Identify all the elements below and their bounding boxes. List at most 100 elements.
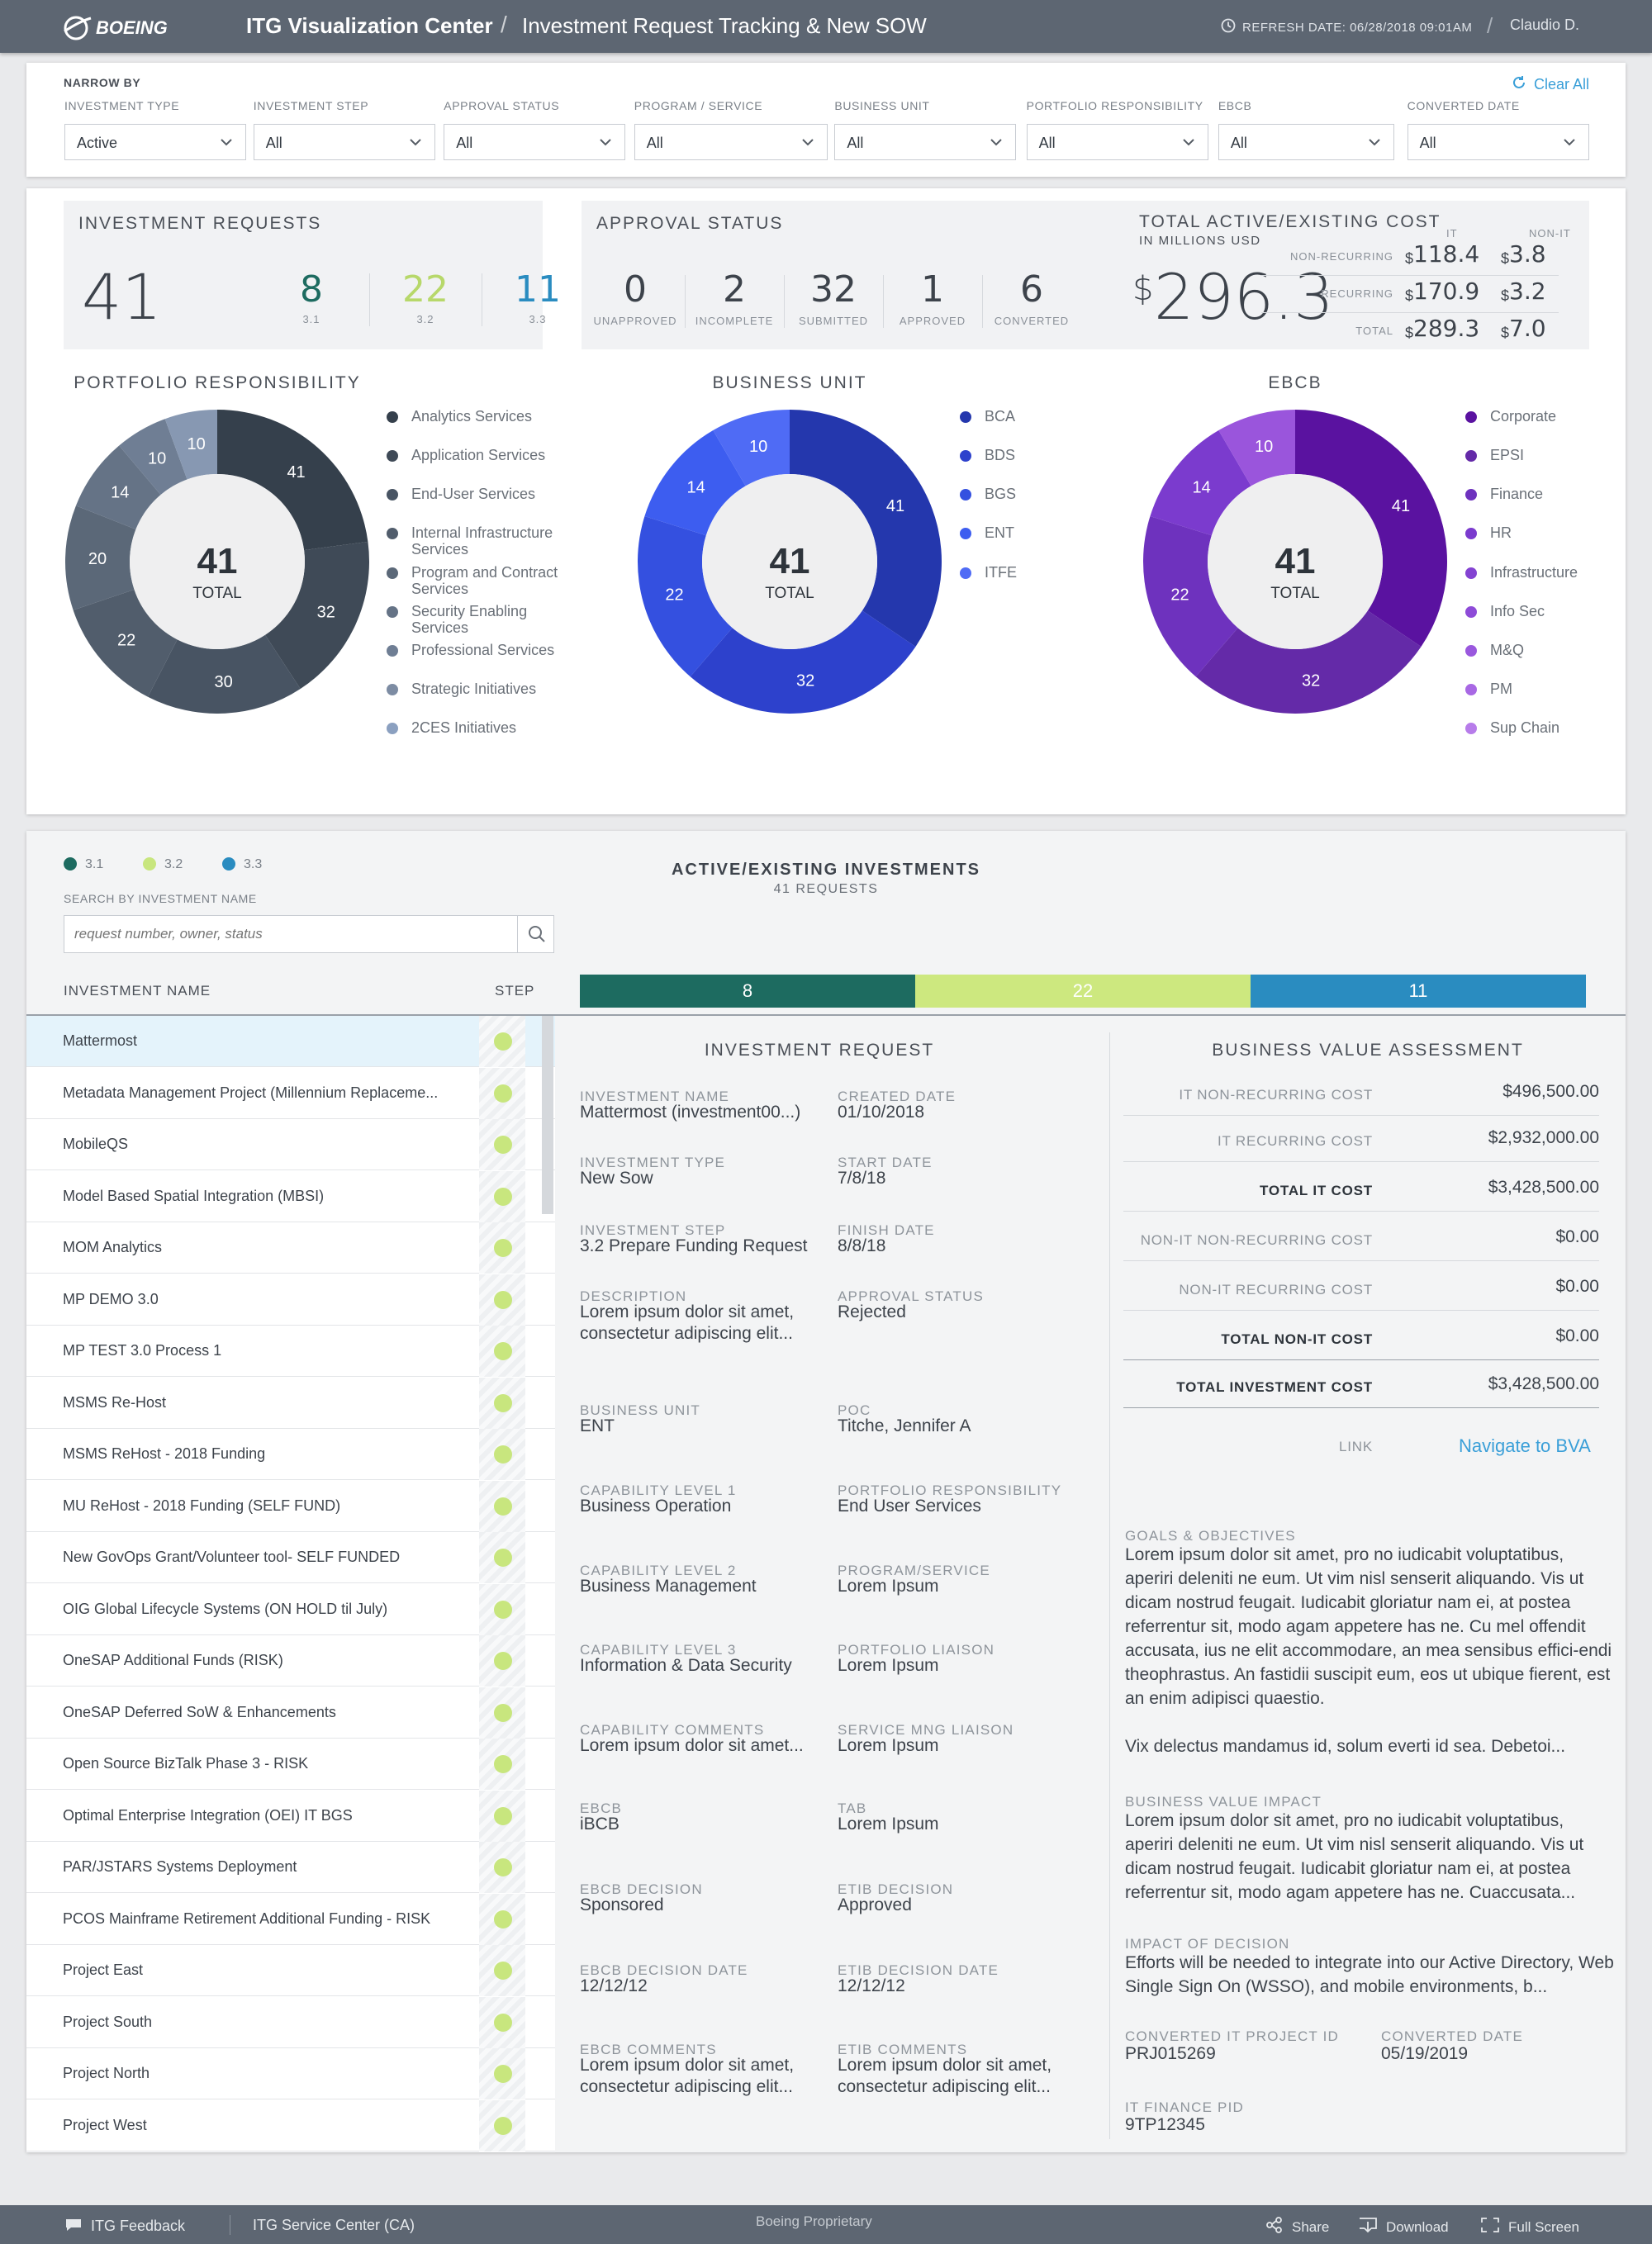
donut-slice[interactable] (790, 410, 942, 647)
table-row[interactable]: New GovOps Grant/Volunteer tool- SELF FU… (26, 1532, 555, 1583)
field-value: 8/8/18 (838, 1236, 886, 1255)
donut-svg-0: 41 32 30 22 20 14 10 10 41 TOTAL (65, 410, 369, 714)
clear-all-button[interactable]: Clear All (1511, 74, 1589, 95)
finance-pid-value: 9TP12345 (1125, 2115, 1205, 2134)
donut-chart-0[interactable]: 41 32 30 22 20 14 10 10 41 TOTAL (65, 410, 369, 714)
converted-date-value: 05/19/2019 (1381, 2044, 1469, 2063)
bva-label: TOTAL NON-IT COST (1221, 1331, 1373, 1347)
donut-slice[interactable] (1218, 410, 1295, 486)
table-row[interactable]: PAR/JSTARS Systems Deployment (26, 1842, 555, 1893)
donut-slice[interactable] (265, 541, 369, 689)
table-row[interactable]: MP TEST 3.0 Process 1 (26, 1326, 555, 1377)
full-screen-icon (1480, 2217, 1500, 2237)
bva-label: NON-IT RECURRING COST (1179, 1282, 1373, 1298)
search-input[interactable] (64, 916, 517, 952)
table-row[interactable]: OIG Global Lifecycle Systems (ON HOLD ti… (26, 1583, 555, 1635)
step-cell (479, 1326, 525, 1377)
donut-slice[interactable] (119, 419, 188, 496)
investment-requests-card[interactable]: INVESTMENT REQUESTS 41 8 3.1 22 3.2 11 3.3 (64, 201, 561, 349)
field-value: Lorem ipsum dolor sit amet, consectetur … (580, 1302, 795, 1343)
table-row[interactable]: Project West (26, 2099, 555, 2151)
filter-value-2: All (456, 135, 473, 151)
table-row[interactable]: MobileQS (26, 1119, 555, 1170)
step-bar-segment-1[interactable]: 22 (915, 975, 1251, 1008)
filter-select-6[interactable]: All (1218, 124, 1395, 160)
step-indicator (494, 1393, 512, 1412)
table-row[interactable]: Optimal Enterprise Integration (OEI) IT … (26, 1790, 555, 1842)
step-bar-segment-0[interactable]: 8 (580, 975, 915, 1008)
col-investment-name[interactable]: INVESTMENT NAME (64, 983, 211, 999)
legend-dot (387, 411, 398, 423)
filter-select-1[interactable]: All (253, 124, 435, 160)
filter-select-0[interactable]: Active (64, 124, 247, 160)
donut-slice[interactable] (644, 430, 746, 536)
filter-select-7[interactable]: All (1407, 124, 1589, 160)
donut-slice[interactable] (1143, 515, 1238, 677)
table-row[interactable]: PCOS Mainframe Retirement Additional Fun… (26, 1893, 555, 1945)
field-label: DESCRIPTION (580, 1288, 687, 1304)
donut-slice[interactable] (164, 410, 217, 480)
table-row[interactable]: Open Source BizTalk Phase 3 - RISK (26, 1739, 555, 1790)
table-row[interactable]: OneSAP Deferred SoW & Enhancements (26, 1687, 555, 1739)
col-step[interactable]: STEP (495, 983, 535, 999)
table-row[interactable]: Model Based Spatial Integration (MBSI) (26, 1170, 555, 1222)
table-row[interactable]: MP DEMO 3.0 (26, 1274, 555, 1326)
table-row[interactable]: MOM Analytics (26, 1222, 555, 1274)
legend-label: M&Q (1490, 642, 1525, 658)
download-button[interactable]: Download (1358, 2217, 1449, 2237)
total-cost-card[interactable]: TOTAL ACTIVE/EXISTING COST IN MILLIONS U… (1096, 201, 1589, 349)
donut-slice[interactable] (65, 505, 136, 610)
donut-slice[interactable] (217, 410, 368, 551)
donut-slice[interactable] (75, 445, 161, 529)
share-button[interactable]: Share (1265, 2217, 1329, 2237)
donut-slice[interactable] (638, 515, 733, 677)
step-cell (479, 1532, 525, 1583)
donut-slice[interactable] (713, 410, 790, 486)
filter-select-2[interactable]: All (444, 124, 626, 160)
donut-chart-2[interactable]: 41 32 22 14 10 41 TOTAL (1143, 410, 1447, 714)
field-value: 3.2 Prepare Funding Request (580, 1236, 808, 1255)
step-bar-segment-2[interactable]: 11 (1251, 975, 1586, 1008)
donut-slice[interactable] (1195, 610, 1422, 714)
field-value: 12/12/12 (838, 1976, 905, 1995)
table-row[interactable]: MSMS Re-Host (26, 1377, 555, 1429)
legend-label-3.3: 3.3 (244, 857, 263, 871)
impact-label: BUSINESS VALUE IMPACT (1125, 1794, 1322, 1810)
filter-select-4[interactable]: All (834, 124, 1017, 160)
investment-name: Project West (63, 2116, 147, 2133)
legend-label: Security Enabling Services (411, 603, 528, 636)
filter-select-3[interactable]: All (634, 124, 828, 160)
it-cost-0: 118.4 (1413, 240, 1480, 268)
list-scrollbar[interactable] (542, 1016, 553, 1214)
donut-slice[interactable] (148, 634, 301, 714)
filter-select-5[interactable]: All (1026, 124, 1208, 160)
boeing-logo[interactable]: BOEING (63, 10, 228, 43)
search-button[interactable] (517, 916, 553, 952)
table-row[interactable]: OneSAP Additional Funds (RISK) (26, 1635, 555, 1687)
user-name[interactable]: Claudio D. (1510, 17, 1580, 33)
filter-value-4: All (847, 135, 864, 151)
donut-slice[interactable] (1150, 430, 1251, 536)
table-row[interactable]: Project South (26, 1996, 555, 2048)
table-row[interactable]: Project North (26, 2048, 555, 2099)
donut-slice[interactable] (690, 610, 916, 714)
feedback-link[interactable]: ITG Feedback (64, 2217, 185, 2236)
approval-status-card[interactable]: APPROVAL STATUS 0 UNAPPROVED 2 INCOMPLETE 32… (582, 201, 1097, 349)
bva-row-divider (1123, 1115, 1599, 1116)
legend-label: Program and Contract Services (411, 564, 558, 597)
navigate-to-bva-link[interactable]: Navigate to BVA (1459, 1435, 1591, 1456)
donut-chart-1[interactable]: 41 32 22 14 10 41 TOTAL (638, 410, 942, 714)
filter-value-3: All (646, 135, 663, 151)
table-row[interactable]: MSMS ReHost - 2018 Funding (26, 1429, 555, 1480)
table-row[interactable]: MU ReHost - 2018 Funding (SELF FUND) (26, 1480, 555, 1532)
slice-label: 32 (317, 603, 335, 621)
service-center-link[interactable]: ITG Service Center (CA) (253, 2217, 415, 2233)
donut-slice[interactable] (1295, 410, 1447, 647)
full-screen-button[interactable]: Full Screen (1480, 2217, 1579, 2237)
table-row[interactable]: Project East (26, 1945, 555, 1996)
donut-slice[interactable] (73, 589, 178, 697)
field-value: Mattermost (investment00...) (580, 1103, 801, 1122)
table-row[interactable]: Mattermost (26, 1016, 555, 1067)
legend-dot (387, 684, 398, 695)
table-row[interactable]: Metadata Management Project (Millennium … (26, 1067, 555, 1119)
